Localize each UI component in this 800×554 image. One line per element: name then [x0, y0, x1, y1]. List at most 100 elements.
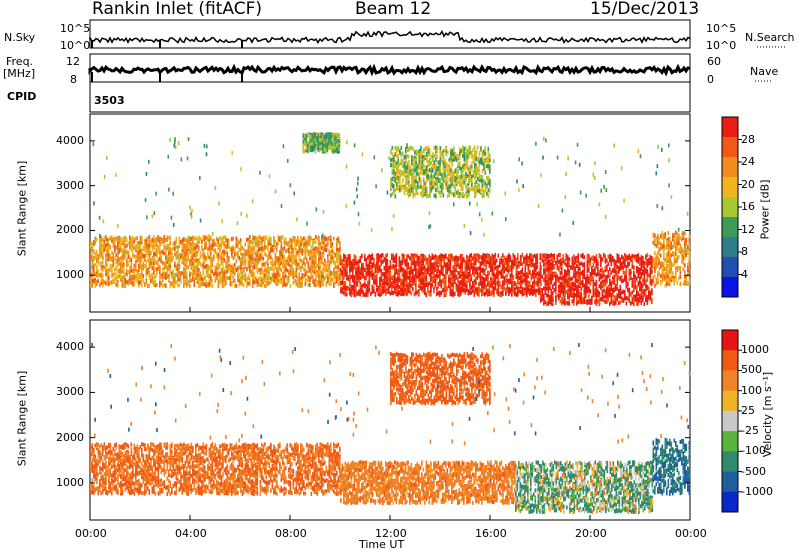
power-heat-cell	[339, 240, 341, 245]
power-heat-cell	[109, 264, 112, 269]
power-heat-cell	[321, 270, 323, 275]
power-heat-cell	[491, 255, 494, 260]
power-heat-cell	[383, 281, 386, 286]
power-heat-cell	[493, 257, 495, 262]
power-heat-cell	[427, 265, 429, 270]
power-heat-cell	[238, 240, 241, 245]
power-heat-cell	[434, 260, 437, 265]
power-heat-cell	[168, 255, 170, 260]
power-heat-cell	[283, 246, 286, 251]
power-heat-cell	[298, 255, 301, 260]
power-heat-cell	[193, 263, 196, 268]
power-heat-cell	[313, 239, 316, 244]
power-heat-cell	[90, 257, 92, 262]
power-heat-cell	[211, 263, 214, 268]
power-heat-cell	[255, 253, 257, 258]
power-heat-cell	[358, 265, 360, 270]
power-heat-cell	[130, 274, 133, 279]
power-heat-cell	[367, 271, 369, 276]
power-heat-cell	[291, 256, 293, 261]
power-heat-cell	[436, 268, 438, 273]
power-heat-cell	[437, 274, 440, 279]
power-heat-cell	[530, 254, 533, 259]
power-heat-cell	[327, 258, 329, 263]
power-heat-cell	[386, 281, 389, 286]
power-heat-cell	[292, 280, 295, 285]
power-heat-cell	[168, 266, 170, 271]
power-heat-cell	[391, 276, 393, 281]
power-heat-cell	[376, 287, 378, 292]
power-heat-cell	[503, 268, 506, 273]
power-heat-cell	[482, 280, 485, 285]
power-heat-cell	[419, 257, 422, 262]
power-heat-cell	[289, 284, 292, 289]
cpid-value: 3503	[94, 94, 125, 107]
power-heat-cell	[530, 288, 533, 293]
power-heat-cell	[132, 274, 134, 279]
power-heat-cell	[238, 255, 241, 260]
power-heat-cell	[529, 270, 531, 275]
power-heat-cell	[213, 272, 215, 277]
power-heat-cell	[493, 286, 495, 291]
power-heat-cell	[440, 284, 443, 289]
power-heat-cell	[319, 261, 322, 266]
power-heat-cell	[295, 252, 298, 257]
power-heat-cell	[280, 254, 283, 259]
power-heat-cell	[280, 240, 283, 245]
power-heat-cell	[487, 274, 489, 279]
power-heat-cell	[365, 271, 368, 276]
power-heat-cell	[391, 253, 393, 258]
power-heat-cell	[295, 271, 298, 276]
power-heat-cell	[334, 260, 337, 265]
power-heat-cell	[249, 277, 251, 282]
power-heat-cell	[485, 284, 488, 289]
power-heat-cell	[409, 269, 411, 274]
power-heat-cell	[388, 285, 390, 290]
power-heat-cell	[533, 263, 536, 268]
power-heat-cell	[265, 245, 268, 250]
power-heat-cell	[401, 267, 404, 272]
power-heat-cell	[250, 239, 253, 244]
power-heat-cell	[214, 267, 217, 272]
power-heat-cell	[127, 251, 130, 256]
power-heat-cell	[270, 276, 272, 281]
power-heat-cell	[91, 265, 94, 270]
power-heat-cell	[220, 261, 223, 266]
power-heat-cell	[497, 269, 500, 274]
power-heat-cell	[289, 245, 292, 250]
power-heat-cell	[349, 260, 351, 265]
power-heat-cell	[466, 257, 468, 262]
power-heat-cell	[337, 276, 340, 281]
power-heat-cell	[120, 272, 122, 277]
power-heat-cell	[502, 286, 504, 291]
power-heat-cell	[430, 288, 432, 293]
power-heat-cell	[418, 263, 420, 268]
power-heat-cell	[270, 238, 272, 243]
power-heat-cell	[246, 284, 248, 289]
power-heat-cell	[443, 282, 446, 287]
power-heat-cell	[172, 273, 175, 278]
nsky-tick-bottom: 10^0	[60, 39, 91, 52]
x-tick-label: 04:00	[175, 527, 207, 540]
power-heat-cell	[454, 291, 456, 296]
power-heat-cell	[499, 281, 501, 286]
power-heat-cell	[431, 256, 434, 261]
power-heat-cell	[327, 247, 329, 252]
power-heat-cell	[114, 271, 116, 276]
power-heat-cell	[379, 282, 381, 287]
power-heat-cell	[467, 263, 470, 268]
power-heat-cell	[306, 245, 308, 250]
power-heat-cell	[183, 267, 185, 272]
power-heat-cell	[118, 236, 121, 241]
power-heat-cell	[162, 278, 164, 283]
power-heat-cell	[126, 269, 128, 274]
power-heat-cell	[306, 270, 308, 275]
power-heat-cell	[297, 280, 299, 285]
power-heat-cell	[238, 247, 241, 252]
power-heat-cell	[168, 264, 170, 269]
power-heat-cell	[376, 257, 378, 262]
power-heat-cell	[204, 255, 206, 260]
power-heat-cell	[108, 278, 110, 283]
power-heat-cell	[205, 241, 208, 246]
power-heat-cell	[478, 282, 480, 287]
